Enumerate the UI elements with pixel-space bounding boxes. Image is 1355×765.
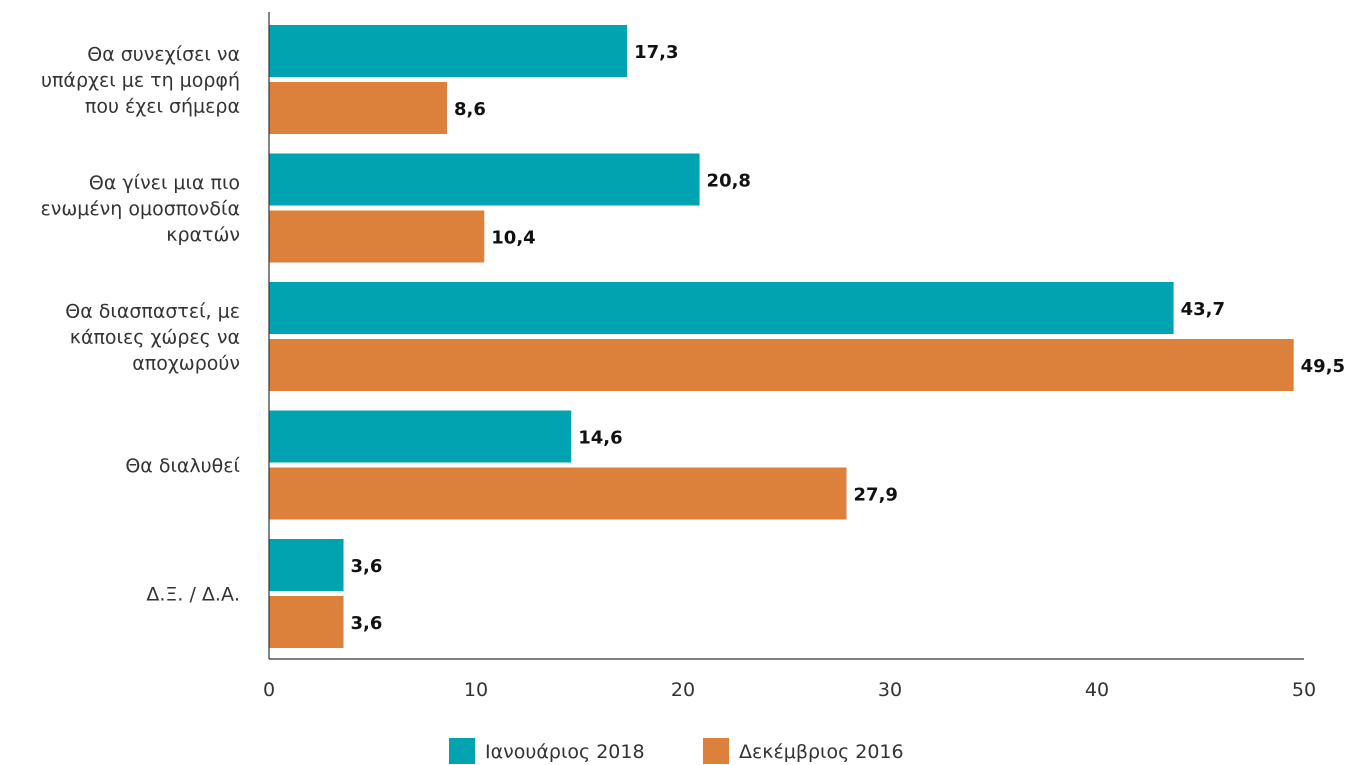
category-label: που έχει σήμερα [85, 96, 240, 118]
bar [269, 153, 700, 206]
data-label: 49,5 [1301, 356, 1345, 377]
data-label: 3,6 [351, 613, 383, 634]
bar [269, 82, 448, 134]
category-label: αποχωρούν [132, 353, 240, 375]
x-tick-label: 30 [878, 679, 902, 701]
legend-swatch [449, 738, 475, 764]
data-label: 17,3 [634, 42, 678, 63]
category-label: υπάρχει με τη μορφή [41, 70, 240, 92]
bar [269, 282, 1174, 334]
axes [268, 12, 1304, 660]
data-label: 43,7 [1181, 299, 1225, 320]
data-label: 10,4 [491, 228, 535, 249]
data-label: 14,6 [578, 428, 622, 449]
bar [269, 539, 344, 591]
x-tick-labels: 0 10 20 30 40 50 [263, 679, 1316, 701]
data-label: 27,9 [854, 485, 898, 506]
bar [269, 596, 344, 648]
x-tick-label: 10 [464, 679, 488, 701]
x-tick-label: 50 [1292, 679, 1316, 701]
x-tick-label: 20 [671, 679, 695, 701]
bar [269, 210, 485, 263]
data-label: 20,8 [707, 171, 751, 192]
x-tick-label: 0 [263, 679, 275, 701]
legend-label: Δεκέμβριος 2016 [739, 741, 904, 763]
category-label: Δ.Ξ. / Δ.Α. [146, 584, 240, 606]
category-label: κρατών [166, 224, 240, 246]
legend-swatch [703, 738, 729, 764]
category-label: Θα διαλυθεί [125, 455, 240, 477]
category-labels: Θα συνεχίσει να υπάρχει με τη μορφή που έχ… [41, 44, 241, 606]
legend-label: Ιανουάριος 2018 [485, 741, 645, 763]
category-label: Θα διασπαστεί, με [65, 301, 240, 323]
bar [269, 339, 1294, 391]
category-label: κάποιες χώρες να [70, 327, 240, 349]
category-label: Θα συνεχίσει να [87, 44, 240, 66]
bar [269, 25, 628, 77]
category-label: Θα γίνει μια πιο [89, 172, 240, 194]
data-label: 3,6 [351, 556, 383, 577]
data-labels: 17,3 8,6 20,8 10,4 43,7 49,5 14,6 27,9 3,6 3,6 [351, 42, 1346, 634]
bar [269, 410, 572, 463]
x-tick-label: 40 [1085, 679, 1109, 701]
bars [269, 25, 1294, 648]
legend: Ιανουάριος 2018 Δεκέμβριος 2016 [449, 738, 904, 764]
category-label: ενωμένη ομοσπονδία [41, 198, 240, 220]
data-label: 8,6 [454, 99, 486, 120]
bar [269, 467, 847, 520]
